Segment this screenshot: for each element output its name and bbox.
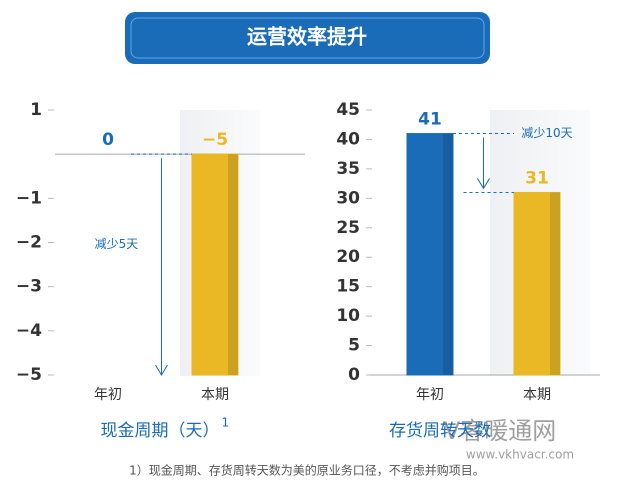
header-title: 运营效率提升 — [247, 25, 367, 49]
footnote-ref: 1 — [222, 416, 230, 430]
y-tick-label: −3 — [16, 277, 42, 297]
bar — [191, 153, 239, 376]
bar-shade — [228, 154, 238, 375]
bar — [513, 191, 561, 376]
y-tick-label: 15 — [336, 277, 360, 297]
x-tick-label: 本期 — [523, 387, 551, 403]
value-label: 41 — [418, 110, 442, 130]
y-tick-label: 45 — [336, 100, 360, 120]
y-tick-label: −4 — [16, 321, 42, 341]
watermark: V客暖通网 — [444, 417, 556, 445]
y-tick-label: 1 — [30, 100, 42, 120]
annotation: 减少5天 — [95, 237, 139, 251]
bar-shade — [550, 192, 560, 375]
watermark-url: www.vkhvacr.com — [466, 448, 574, 462]
x-tick-label: 年初 — [416, 386, 444, 403]
y-tick-label: −5 — [16, 365, 42, 385]
y-tick-label: 30 — [336, 188, 360, 208]
value-label: 0 — [102, 130, 114, 150]
arrow-head — [477, 178, 490, 190]
bar-shade — [443, 133, 453, 375]
value-label: −5 — [202, 130, 228, 150]
y-tick-label: −2 — [16, 233, 42, 253]
y-tick-label: 20 — [336, 247, 360, 267]
y-tick-label: 35 — [336, 159, 360, 179]
chart-title: 存货周转天数 — [389, 421, 491, 441]
value-label: 31 — [525, 168, 549, 188]
y-tick-label: 10 — [336, 306, 360, 326]
y-tick-label: −1 — [16, 188, 42, 208]
arrow-head — [155, 364, 168, 376]
header-border — [130, 17, 485, 59]
y-tick-label: 25 — [336, 218, 360, 238]
x-tick-label: 本期 — [201, 387, 229, 403]
y-tick-label: 0 — [348, 365, 360, 385]
annotation: 减少10天 — [521, 126, 572, 140]
chart-title: 现金周期（天） — [101, 421, 220, 441]
bar — [406, 133, 454, 376]
x-tick-label: 年初 — [94, 386, 122, 403]
header-banner — [125, 12, 490, 64]
footnote: 1）现金周期、存货周转天数为美的原业务口径，不考虑并购项目。 — [129, 463, 485, 478]
y-tick-label: 40 — [336, 129, 360, 149]
y-tick-label: 5 — [348, 336, 360, 356]
